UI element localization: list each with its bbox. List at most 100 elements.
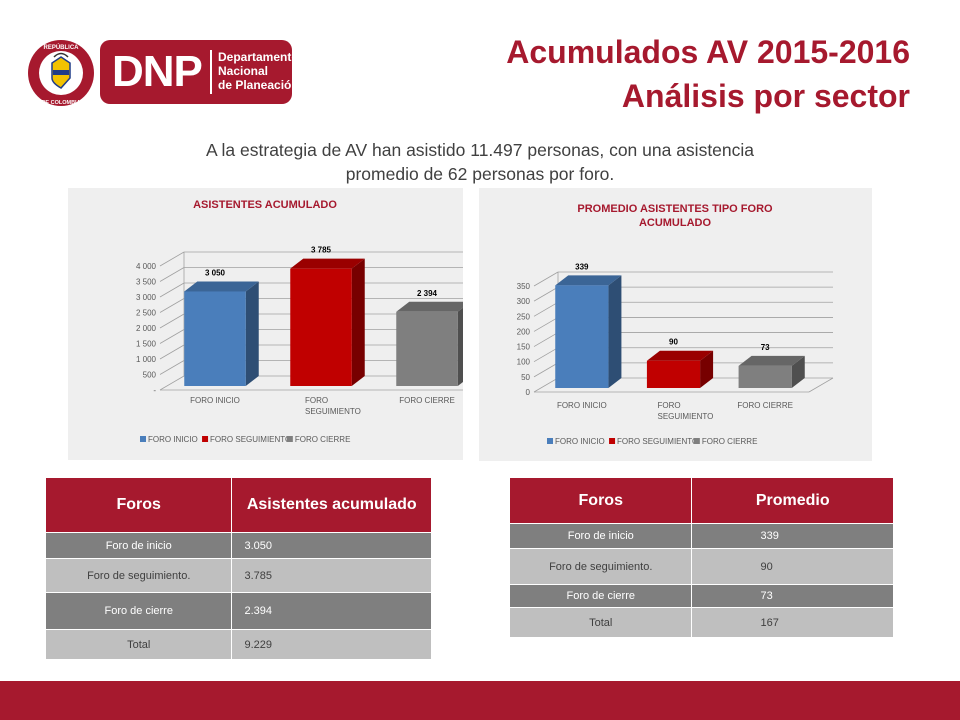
legend-swatch (609, 438, 616, 444)
dnp-logo: REPÚBLICA DE COLOMBIA DNP Departamento N… (26, 36, 299, 108)
dnp-wordmark: DNP Departamento Nacional de Planeación (100, 40, 299, 104)
dnp-name-line2: Nacional (218, 64, 269, 78)
legend-swatch (693, 438, 700, 444)
gridline-side (533, 332, 559, 347)
y-tick-label: 2 000 (136, 324, 157, 333)
bar-top (184, 281, 259, 292)
gridline-side (159, 344, 185, 360)
bar (290, 268, 352, 386)
seal-bottom-text: DE COLOMBIA (41, 100, 80, 106)
seal-top-text: REPÚBLICA (43, 44, 79, 51)
table-header-asistentes: Asistentes acumulado (231, 477, 432, 533)
gridline-side (533, 286, 559, 302)
y-tick-label: 100 (517, 358, 531, 367)
table-cell-foro: Foro de inicio (508, 523, 693, 549)
bar-side (457, 307, 463, 386)
gridline-side (533, 377, 559, 393)
table-cell-foro: Foro de seguimiento. (508, 548, 693, 585)
table-row: Foro de seguimiento. 90 (508, 548, 894, 585)
bar-top (290, 258, 365, 269)
data-label: 339 (575, 262, 589, 271)
chart-title: ASISTENTES ACUMULADO (193, 199, 337, 211)
legend-label: FORO SEGUIMIENTO (617, 437, 698, 446)
y-tick-label: 3 000 (136, 293, 157, 302)
table-cell-foro: Foro de cierre (44, 592, 233, 630)
bar-top (555, 275, 622, 286)
legend-swatch (286, 436, 293, 442)
table-promedio: Foros Promedio Foro de inicio 339 Foro d… (508, 477, 894, 638)
footer-bar (0, 681, 960, 720)
y-tick-label: 0 (526, 388, 531, 397)
table-cell-foro: Total (508, 607, 693, 638)
category-label: FORO (305, 396, 328, 405)
gridline-side (533, 301, 559, 317)
y-tick-label: 3 500 (136, 278, 157, 287)
bar-side (351, 258, 365, 386)
category-label: SEGUIMIENTO (658, 412, 714, 421)
chart-asistentes-acumulado: ASISTENTES ACUMULADO - 500 1 000 1 500 2 000 2… (68, 188, 463, 460)
dnp-name-line3: de Planeación (218, 78, 299, 92)
table-cell-value: 9.229 (231, 629, 432, 660)
gridline-side (159, 375, 185, 391)
table-cell-value: 167 (691, 607, 894, 638)
bar (646, 360, 701, 388)
legend-label: FORO CIERRE (702, 437, 758, 446)
chart-promedio-asistentes: PROMEDIO ASISTENTES TIPO FORO ACUMULADO 0 5… (479, 188, 872, 461)
table-cell-foro: Foro de seguimiento. (44, 558, 233, 593)
y-tick-label: - (153, 386, 156, 395)
gridline-side (533, 317, 559, 332)
category-label: FORO INICIO (190, 396, 240, 405)
bar (396, 311, 458, 386)
page-title: Acumulados AV 2015-2016 Análisis por sec… (506, 30, 910, 118)
table-cell-value: 90 (691, 548, 894, 585)
gridline-side (159, 251, 185, 267)
data-label: 3 050 (205, 268, 226, 277)
legend-label: FORO INICIO (148, 435, 198, 444)
intro-text: A la estrategia de AV han asistido 11.49… (130, 138, 830, 186)
gridline-side (533, 347, 559, 363)
bar-top (738, 355, 805, 366)
table-cell-foro: Total (44, 629, 233, 660)
y-tick-label: 4 000 (136, 262, 157, 271)
y-tick-label: 50 (521, 373, 530, 382)
legend-swatch (547, 438, 553, 444)
bar-side (791, 355, 805, 388)
colombia-seal-icon: REPÚBLICA DE COLOMBIA (28, 40, 94, 106)
dnp-letters: DNP (112, 47, 203, 96)
table-header-row: Foros Promedio (508, 477, 894, 524)
bar-side (245, 281, 259, 386)
gridline-side (533, 362, 559, 378)
legend-label: FORO CIERRE (295, 435, 351, 444)
table-cell-foro: Foro de cierre (508, 584, 693, 608)
category-label: FORO CIERRE (399, 396, 455, 405)
bar-top (646, 350, 714, 361)
page-title-line1: Acumulados AV 2015-2016 (506, 34, 910, 70)
bar-top (396, 301, 463, 312)
category-label: SEGUIMIENTO (305, 407, 361, 416)
bar (184, 291, 246, 386)
table-row: Foro de cierre 73 (508, 584, 894, 608)
bar (555, 285, 609, 388)
table-row: Foro de seguimiento. 3.785 (44, 558, 432, 593)
page-title-line2: Análisis por sector (621, 78, 910, 114)
y-tick-label: 150 (517, 343, 531, 352)
table-cell-value: 339 (691, 523, 894, 549)
y-tick-label: 350 (517, 282, 531, 291)
legend-swatch (140, 436, 146, 442)
table-row: Foro de inicio 3.050 (44, 532, 432, 559)
legend-swatch (202, 436, 209, 442)
intro-line2: promedio de 62 personas por foro. (345, 164, 615, 184)
bar-side (608, 275, 622, 388)
dnp-divider (210, 50, 212, 94)
y-tick-label: 200 (517, 327, 531, 336)
bar-side (700, 350, 714, 388)
data-label: 2 394 (417, 289, 438, 298)
chart-asistentes-acumulado-svg: ASISTENTES ACUMULADO - 500 1 000 1 500 2 000 2… (136, 199, 463, 444)
table-cell-foro: Foro de inicio (44, 532, 233, 559)
gridline-side (159, 298, 185, 313)
gridline-side (159, 267, 185, 282)
y-tick-label: 1 000 (136, 355, 157, 364)
data-label: 3 785 (311, 246, 332, 255)
category-label: FORO (658, 401, 681, 410)
intro-line1: A la estrategia de AV han asistido 11.49… (205, 140, 755, 160)
